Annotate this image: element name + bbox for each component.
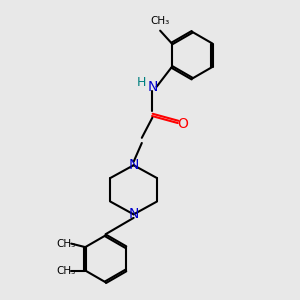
Text: N: N — [147, 80, 158, 94]
Text: H: H — [137, 76, 146, 89]
Text: N: N — [128, 207, 139, 221]
Text: N: N — [128, 158, 139, 172]
Text: O: O — [177, 117, 188, 131]
Text: CH₃: CH₃ — [151, 16, 170, 26]
Text: CH₃: CH₃ — [56, 266, 76, 275]
Text: CH₃: CH₃ — [56, 238, 76, 249]
